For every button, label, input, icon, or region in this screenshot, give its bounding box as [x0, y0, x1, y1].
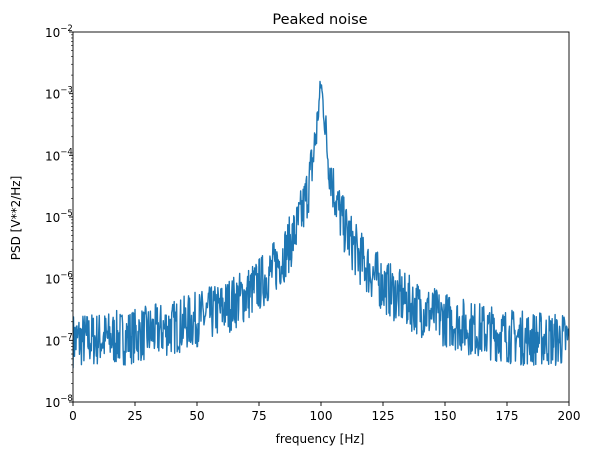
y-tick-label: 10−7 [45, 332, 73, 348]
y-tick-label: 10−5 [45, 209, 73, 225]
x-tick-label: 200 [558, 409, 581, 423]
chart-title: Peaked noise [272, 12, 367, 28]
x-tick-label: 75 [251, 409, 266, 423]
x-tick-label: 175 [496, 409, 519, 423]
y-tick-label: 10−6 [45, 271, 73, 287]
x-tick-label: 0 [69, 409, 77, 423]
x-tick-label: 100 [310, 409, 333, 423]
y-tick-label: 10−4 [45, 147, 73, 163]
y-tick-label: 10−2 [45, 24, 73, 40]
y-tick-label: 10−8 [45, 394, 73, 410]
x-tick-label: 125 [372, 409, 395, 423]
x-tick-label: 50 [189, 409, 204, 423]
x-axis: 0 25 50 75 100 125 150 175 200 [69, 402, 580, 423]
y-axis: 10−8 10−7 10−6 10−5 10−4 10−3 10−2 [45, 24, 73, 410]
x-tick-label: 25 [127, 409, 142, 423]
x-axis-label: frequency [Hz] [276, 432, 365, 446]
y-axis-label: PSD [V**2/Hz] [9, 176, 23, 260]
x-tick-label: 150 [434, 409, 457, 423]
plot-area [72, 31, 570, 403]
y-tick-label: 10−3 [45, 86, 73, 102]
psd-series-line [73, 80, 569, 369]
